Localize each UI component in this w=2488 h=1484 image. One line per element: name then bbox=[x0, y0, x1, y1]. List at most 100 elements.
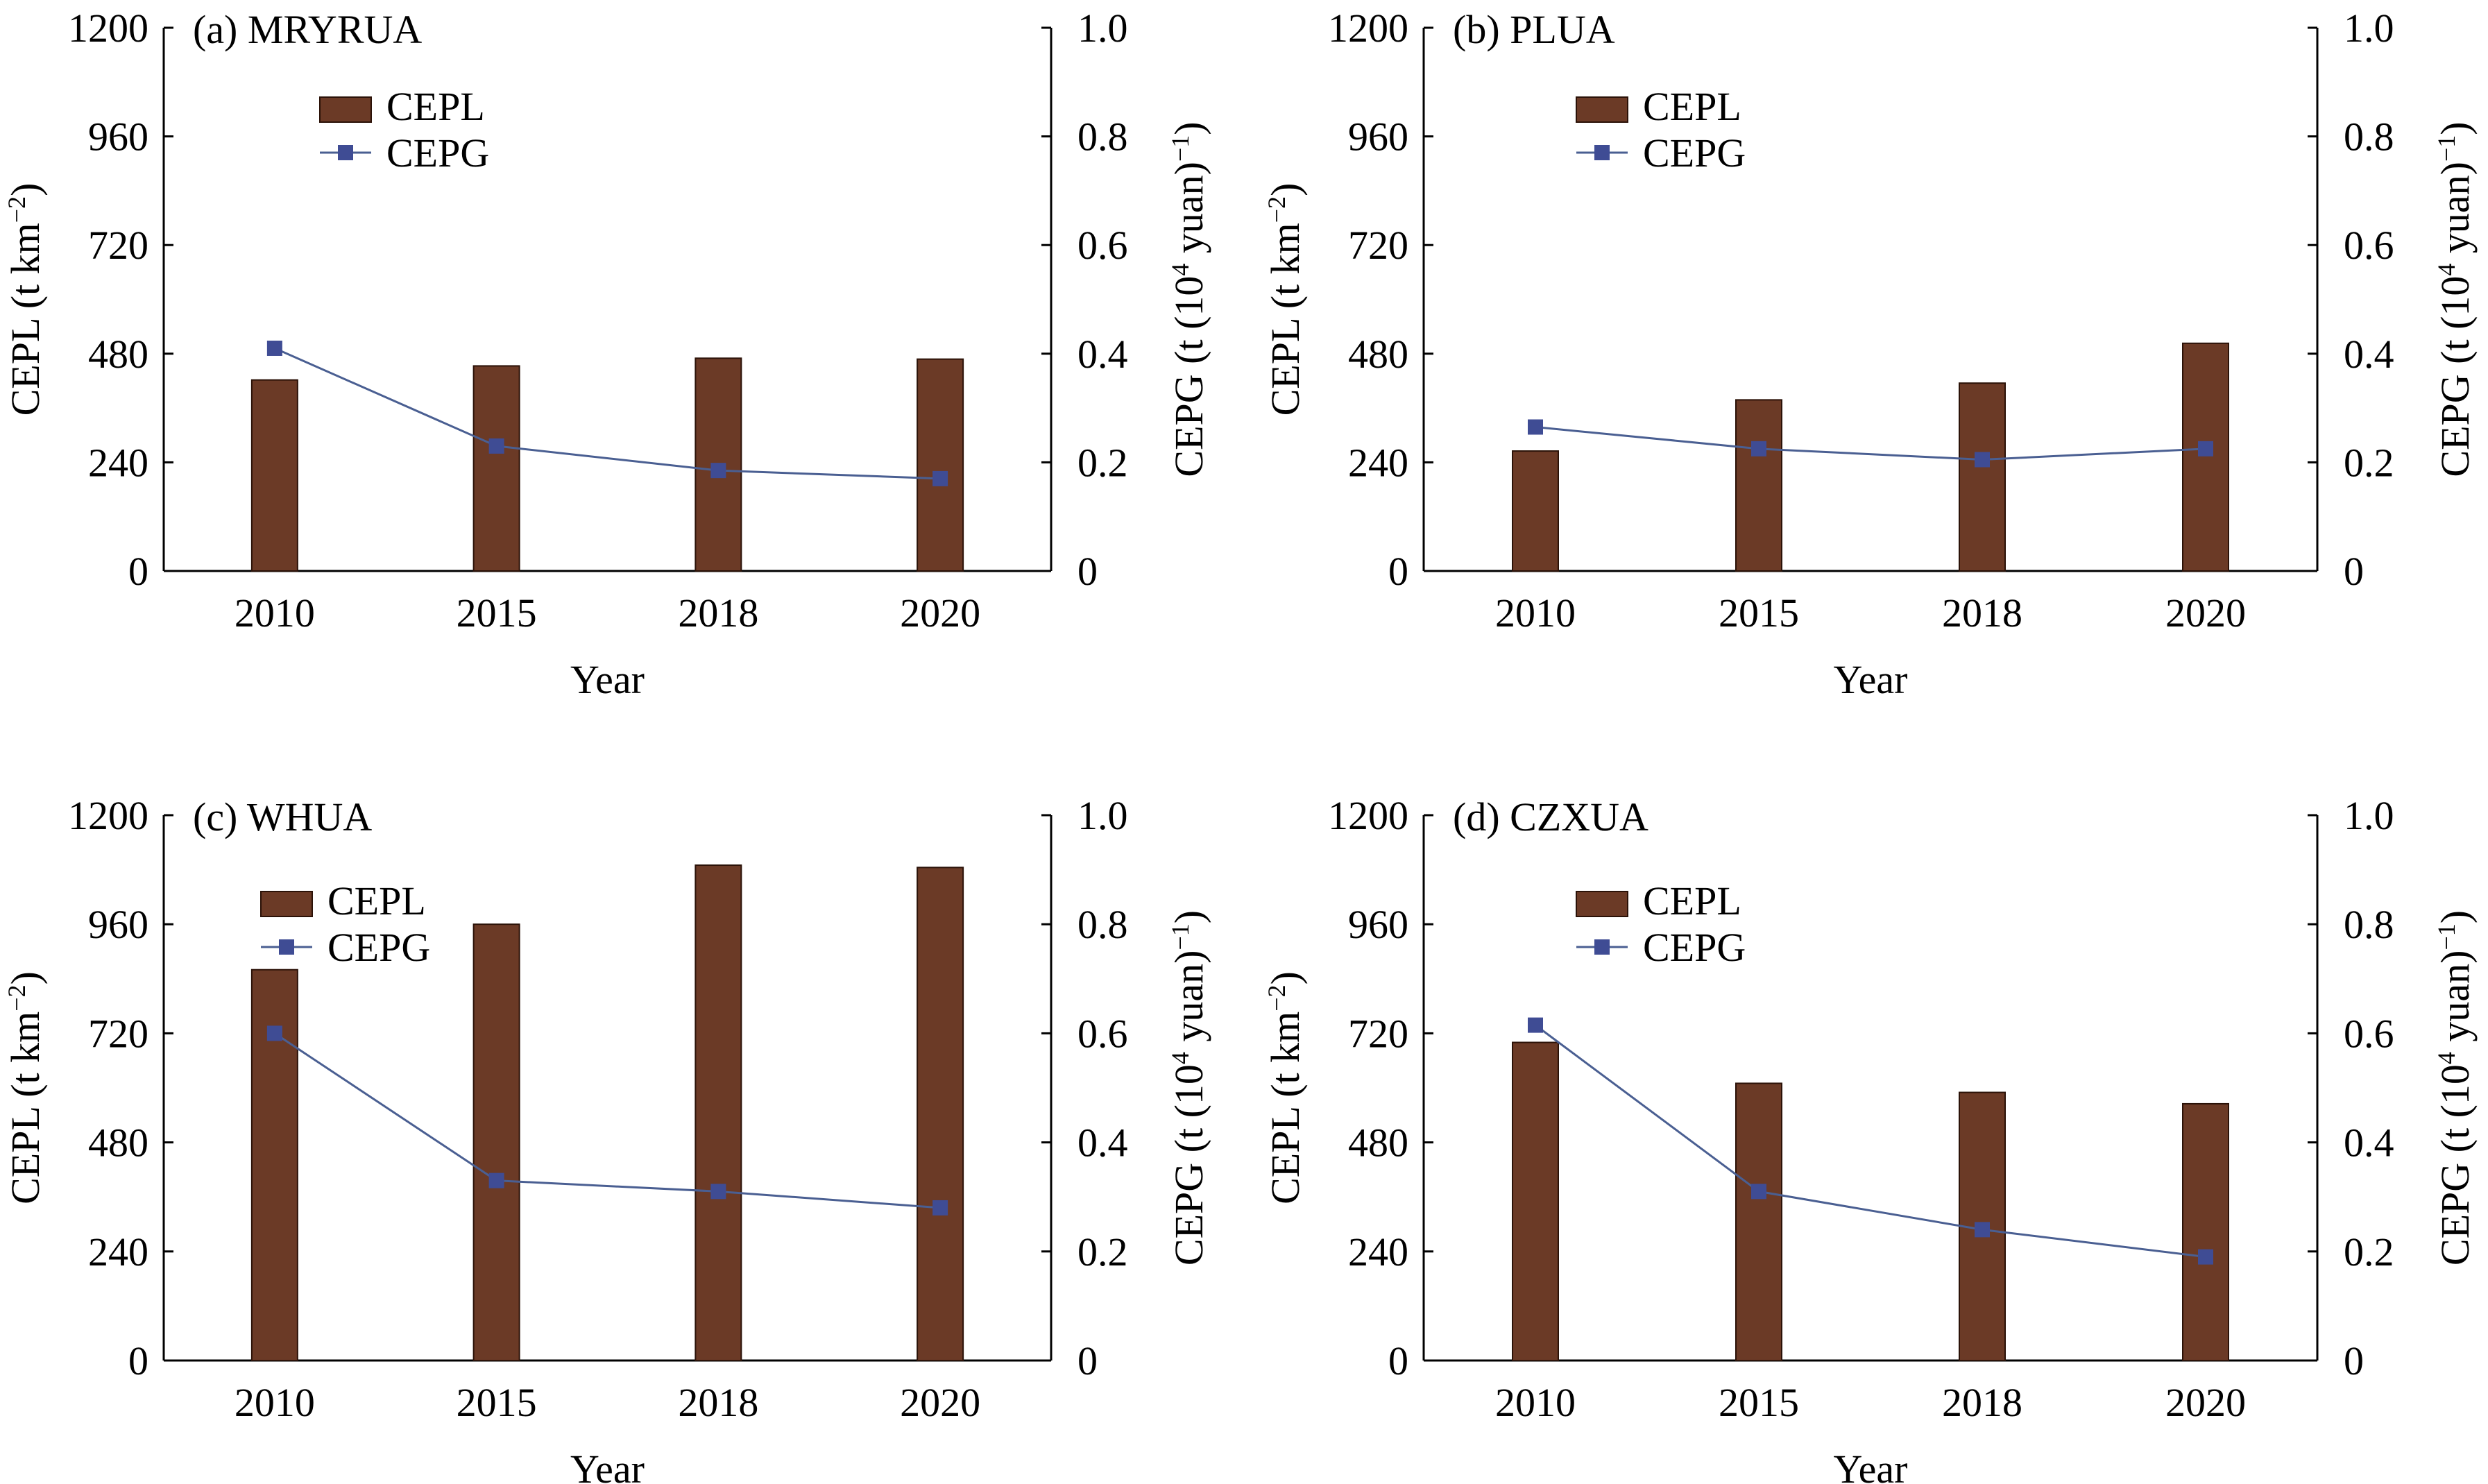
left-tick-label: 720 bbox=[1348, 223, 1408, 268]
cepg-marker bbox=[710, 1184, 726, 1200]
cepg-marker bbox=[488, 438, 504, 454]
x-tick-label: 2010 bbox=[1495, 590, 1576, 636]
left-tick-label: 720 bbox=[88, 1011, 148, 1056]
right-tick-label: 1.0 bbox=[1077, 793, 1128, 838]
cepl-bar bbox=[1959, 382, 2006, 572]
cepg-marker bbox=[1528, 1017, 1543, 1033]
left-tick-label: 480 bbox=[88, 1120, 148, 1166]
left-y-title-main: CEPL (t km bbox=[3, 223, 48, 416]
x-tick-label: 2015 bbox=[457, 1380, 537, 1425]
right-y-title-main: CEPG (t (10 bbox=[1166, 1064, 1211, 1265]
right-y-title-sup2: −1 bbox=[1166, 135, 1194, 162]
right-y-title-sup2: −1 bbox=[1166, 923, 1194, 950]
x-tick-label: 2018 bbox=[1942, 1380, 2022, 1425]
cepg-marker bbox=[1751, 441, 1766, 457]
right-tick-label: 0.2 bbox=[2344, 440, 2394, 485]
chart-panel-2: 0 240 480 720 960 1200 0 0.2 0.4 0.6 0.8 1.0 2010 201… bbox=[1263, 6, 2478, 702]
left-y-axis-title: CEPL (t km−2) bbox=[1263, 183, 1308, 416]
x-tick-label: 2015 bbox=[1719, 1380, 1799, 1425]
legend-label-cepl: CEPL bbox=[1643, 878, 1741, 923]
left-y-title-main: CEPL (t km bbox=[1263, 223, 1308, 416]
left-tick-label: 1200 bbox=[1328, 793, 1408, 838]
right-tick-label: 0.2 bbox=[2344, 1229, 2394, 1274]
cepl-bar bbox=[2182, 342, 2229, 572]
right-tick-label: 0.2 bbox=[1077, 440, 1128, 485]
right-tick-label: 0.8 bbox=[2344, 902, 2394, 947]
cepl-bar bbox=[1735, 1082, 1782, 1361]
x-tick-label: 2015 bbox=[1719, 590, 1799, 636]
right-y-title-end: ) bbox=[1166, 910, 1211, 923]
cepg-marker bbox=[1975, 452, 1990, 468]
right-y-title-mid: yuan) bbox=[1166, 162, 1211, 264]
left-y-title-main: CEPL (t km bbox=[1263, 1012, 1308, 1204]
x-axis-title: Year bbox=[570, 657, 645, 702]
x-tick-label: 2020 bbox=[2165, 590, 2246, 636]
right-y-title-sup2: −1 bbox=[2432, 135, 2460, 162]
left-tick-label: 240 bbox=[88, 1229, 148, 1274]
cepg-marker bbox=[266, 1025, 282, 1041]
left-y-title-sup: −2 bbox=[3, 196, 31, 223]
right-tick-label: 0 bbox=[1077, 1338, 1098, 1383]
right-tick-label: 0.6 bbox=[2344, 223, 2394, 268]
right-tick-label: 0.4 bbox=[1077, 332, 1128, 377]
x-tick-label: 2018 bbox=[678, 590, 758, 636]
right-y-title-sup1: 4 bbox=[2432, 264, 2460, 276]
right-y-title-main: CEPG (t (10 bbox=[1166, 276, 1211, 477]
legend-marker-cepg bbox=[1594, 145, 1610, 160]
panel-label: (c) WHUA bbox=[193, 794, 372, 839]
right-tick-label: 0.4 bbox=[1077, 1120, 1128, 1166]
right-tick-label: 0 bbox=[2344, 1338, 2364, 1383]
cepg-marker bbox=[266, 340, 282, 356]
legend-swatch-cepl bbox=[1576, 96, 1628, 123]
panel-label: (d) CZXUA bbox=[1453, 794, 1648, 839]
cepg-marker bbox=[488, 1172, 504, 1188]
left-tick-label: 0 bbox=[1388, 1338, 1408, 1383]
legend-label-cepl: CEPL bbox=[1643, 84, 1741, 129]
left-y-title-end: ) bbox=[1263, 971, 1308, 984]
legend-swatch-cepl bbox=[1576, 891, 1628, 917]
right-tick-label: 0.8 bbox=[2344, 114, 2394, 160]
x-tick-label: 2018 bbox=[1942, 590, 2022, 636]
right-tick-label: 0.4 bbox=[2344, 332, 2394, 377]
left-tick-label: 480 bbox=[1348, 1120, 1408, 1166]
cepg-line bbox=[1535, 1024, 2206, 1259]
left-y-title-sup: −2 bbox=[1263, 984, 1290, 1011]
x-tick-label: 2010 bbox=[235, 590, 315, 636]
left-y-title-sup: −2 bbox=[1263, 196, 1290, 223]
right-tick-label: 0.6 bbox=[1077, 1011, 1128, 1056]
left-y-axis-title: CEPL (t km−2) bbox=[3, 183, 48, 416]
x-axis-title: Year bbox=[570, 1447, 645, 1484]
legend-marker-cepg bbox=[1594, 939, 1610, 955]
right-y-title-sup2: −1 bbox=[2432, 923, 2460, 950]
right-y-title-sup1: 4 bbox=[1166, 1052, 1194, 1064]
cepg-marker bbox=[1751, 1184, 1766, 1200]
x-tick-label: 2020 bbox=[900, 590, 980, 636]
cepg-line bbox=[274, 1032, 941, 1209]
left-tick-label: 960 bbox=[88, 114, 148, 160]
right-tick-label: 0.2 bbox=[1077, 1229, 1128, 1274]
left-y-title-end: ) bbox=[3, 971, 48, 984]
left-tick-label: 1200 bbox=[68, 6, 148, 51]
cepg-marker bbox=[2198, 441, 2213, 457]
right-y-title-main: CEPG (t (10 bbox=[2432, 276, 2478, 477]
left-tick-label: 0 bbox=[1388, 549, 1408, 594]
legend-label-cepl: CEPL bbox=[327, 878, 426, 923]
left-tick-label: 1200 bbox=[1328, 6, 1408, 51]
cepg-marker bbox=[932, 470, 948, 486]
cepl-bar bbox=[1512, 450, 1559, 572]
cepg-marker bbox=[710, 463, 726, 479]
right-y-axis-title: CEPG (t (104 yuan)−1) bbox=[1166, 121, 1211, 477]
left-tick-label: 240 bbox=[88, 440, 148, 485]
right-tick-label: 0 bbox=[1077, 549, 1098, 594]
cepl-bar bbox=[1512, 1041, 1559, 1361]
left-tick-label: 960 bbox=[88, 902, 148, 947]
right-tick-label: 1.0 bbox=[1077, 6, 1128, 51]
right-tick-label: 0.8 bbox=[1077, 902, 1128, 947]
cepl-bar bbox=[472, 923, 520, 1361]
x-tick-label: 2020 bbox=[2165, 1380, 2246, 1425]
legend-label-cepg: CEPG bbox=[1643, 925, 1746, 970]
left-y-axis-title: CEPL (t km−2) bbox=[3, 971, 48, 1204]
left-tick-label: 240 bbox=[1348, 440, 1408, 485]
right-y-title-end: ) bbox=[2432, 121, 2478, 135]
